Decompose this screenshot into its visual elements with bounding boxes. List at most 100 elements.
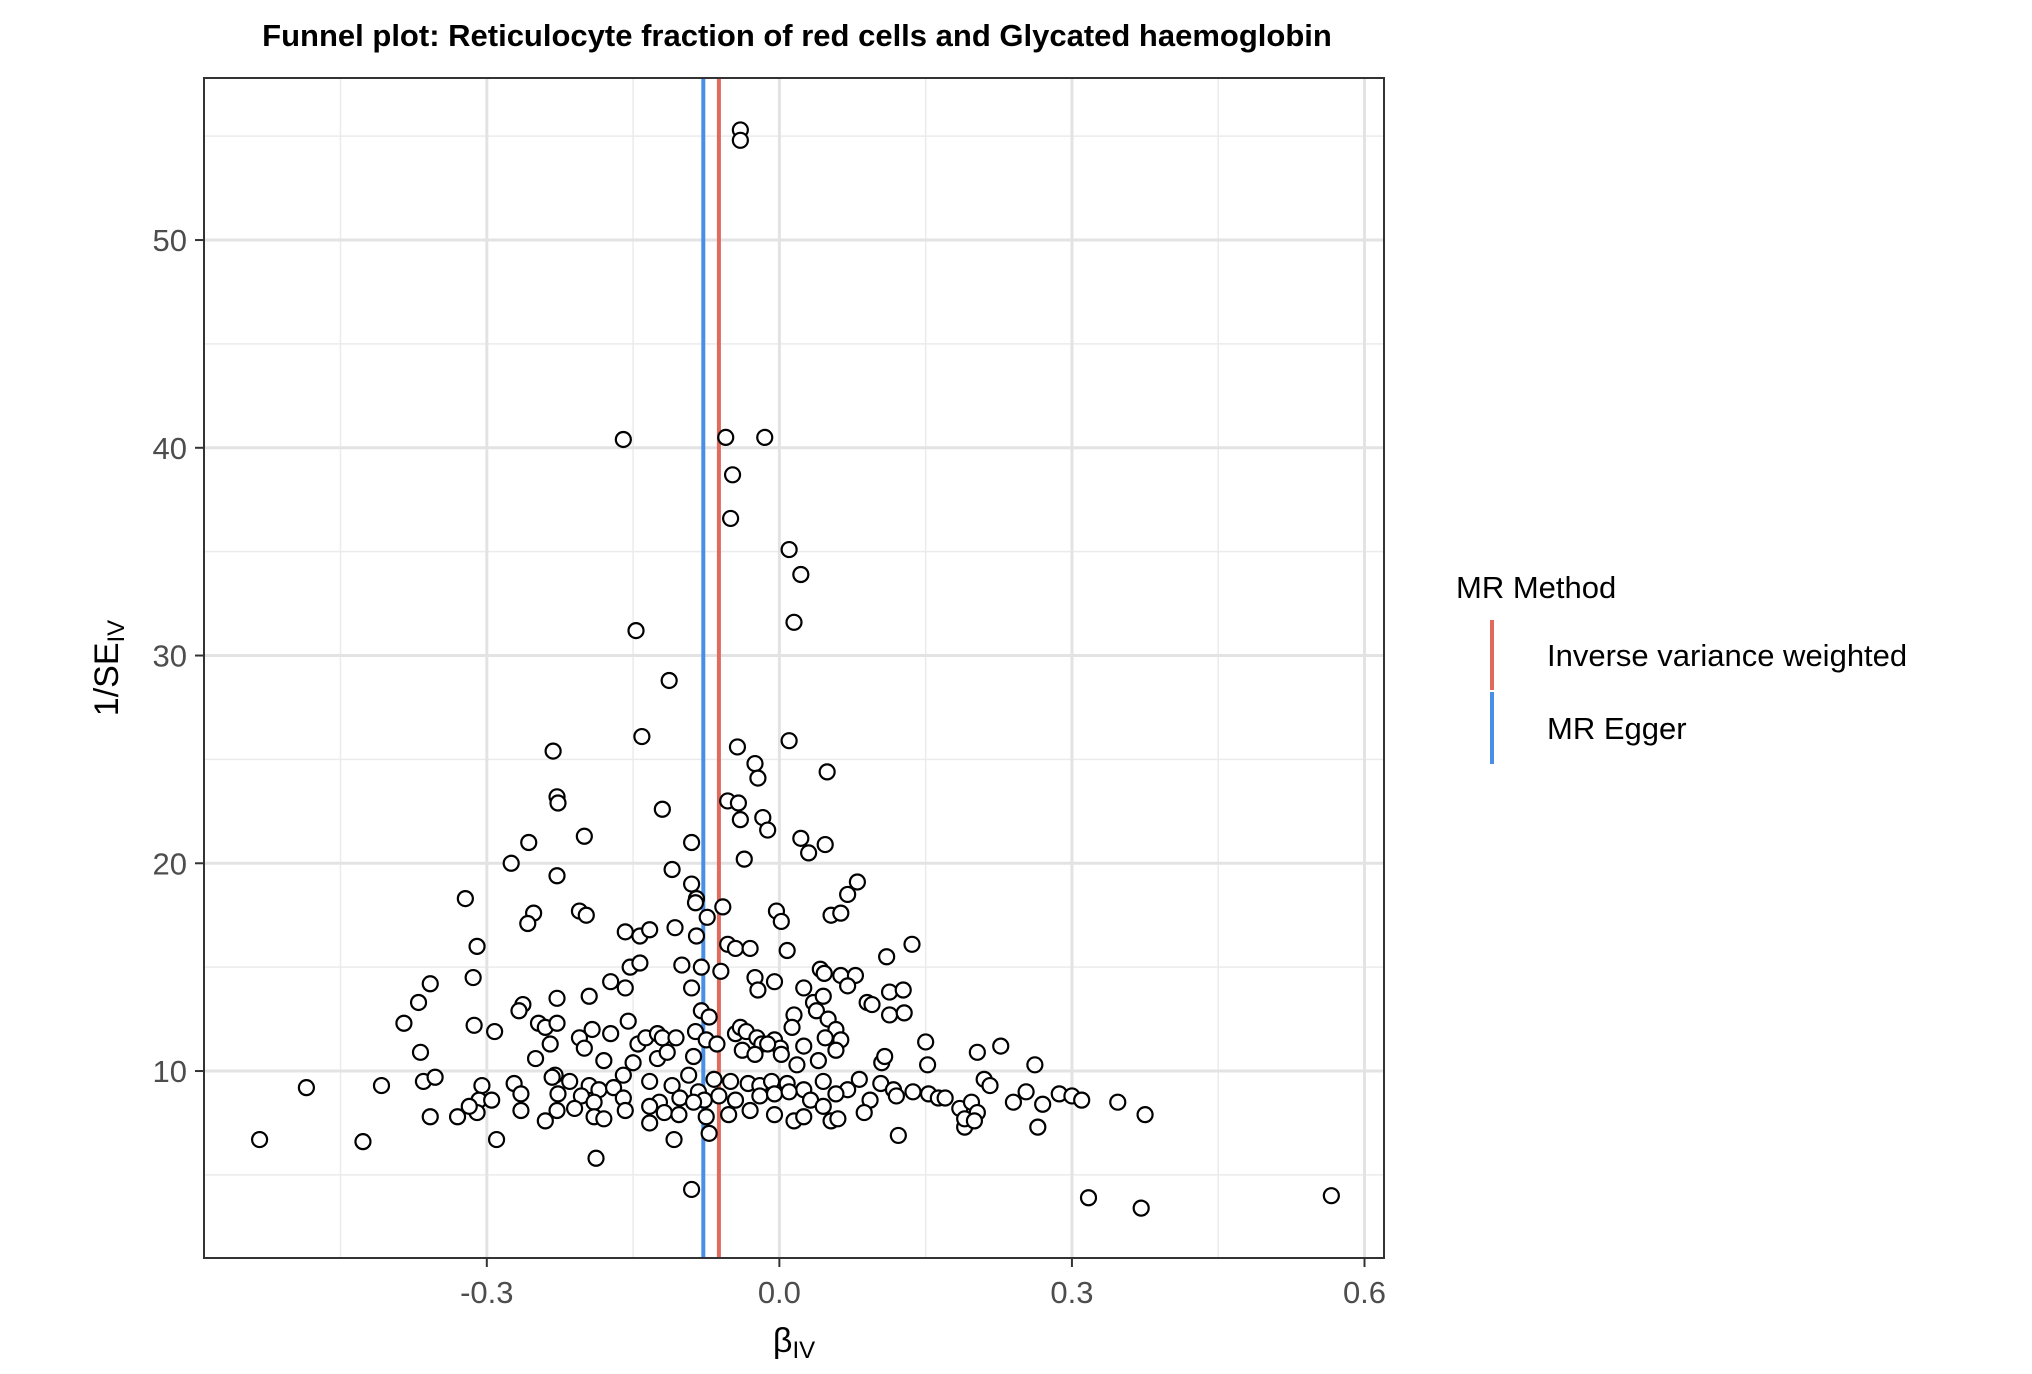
- legend-label-mr-egger: MR Egger: [1547, 711, 1687, 746]
- data-point: [641, 1097, 659, 1115]
- data-point: [655, 1103, 673, 1122]
- data-point: [731, 811, 749, 829]
- y-tick-label: 40: [153, 431, 187, 466]
- data-point: [683, 833, 701, 852]
- data-point: [814, 987, 832, 1005]
- x-tick-label: -0.3: [460, 1275, 513, 1310]
- data-point: [1004, 1093, 1023, 1111]
- data-point: [549, 794, 567, 812]
- x-axis-title-main: β: [773, 1322, 793, 1360]
- data-point: [512, 1085, 530, 1103]
- data-point: [741, 1101, 759, 1120]
- data-point: [483, 1091, 501, 1109]
- data-point: [1017, 1083, 1035, 1101]
- data-point: [809, 1052, 827, 1070]
- data-point: [894, 981, 912, 999]
- data-point: [595, 1110, 613, 1128]
- data-point: [583, 1020, 601, 1039]
- data-point: [712, 962, 730, 980]
- data-point: [765, 1106, 784, 1124]
- data-point: [780, 1083, 798, 1101]
- data-point: [839, 977, 857, 995]
- data-point: [839, 885, 857, 904]
- data-point: [665, 1130, 683, 1149]
- data-point: [473, 1076, 491, 1095]
- data-point: [411, 1043, 430, 1061]
- data-point: [795, 1037, 813, 1055]
- x-tick-label: 0.0: [758, 1275, 801, 1310]
- data-point: [684, 1047, 703, 1066]
- data-point: [722, 1072, 740, 1091]
- x-axis-title-subscript: IV: [792, 1337, 815, 1364]
- data-point: [904, 1083, 922, 1101]
- data-point: [541, 1035, 559, 1053]
- data-point: [1322, 1187, 1340, 1205]
- data-point: [297, 1079, 315, 1097]
- data-point: [756, 428, 774, 447]
- data-point: [641, 921, 659, 939]
- data-point: [815, 964, 833, 982]
- y-tick-label: 30: [153, 639, 187, 674]
- data-point: [604, 1079, 623, 1097]
- data-point: [448, 1108, 467, 1126]
- data-point: [616, 1101, 634, 1120]
- data-point: [1109, 1093, 1127, 1111]
- data-point: [772, 912, 790, 931]
- data-point: [697, 1108, 715, 1126]
- y-axis-ticks: 10 20 30 40 50: [153, 223, 204, 1089]
- data-point: [792, 565, 810, 584]
- data-point: [827, 1041, 845, 1059]
- data-point: [641, 1114, 659, 1132]
- x-axis-title: βIV: [773, 1322, 815, 1364]
- data-point: [543, 1068, 561, 1086]
- y-axis-title-main: 1/SE: [88, 642, 126, 716]
- data-point: [421, 975, 439, 993]
- data-point: [795, 979, 813, 997]
- data-point: [981, 1076, 999, 1095]
- data-point: [614, 430, 632, 449]
- data-point: [705, 1070, 723, 1088]
- data-point: [631, 954, 649, 972]
- x-axis-ticks: -0.3 0.0 0.3 0.6: [460, 1258, 1386, 1310]
- method-lines: [701, 78, 721, 1258]
- data-point: [759, 1035, 777, 1053]
- data-point: [565, 1099, 584, 1118]
- data-point: [717, 428, 735, 447]
- data-point: [895, 1004, 913, 1022]
- data-point: [722, 509, 740, 528]
- data-point: [889, 1126, 907, 1145]
- x-tick-label: 0.6: [1343, 1275, 1386, 1310]
- data-point: [536, 1112, 554, 1130]
- data-point: [666, 919, 684, 937]
- data-point: [1029, 1118, 1047, 1136]
- data-point: [663, 860, 681, 879]
- data-point: [653, 800, 671, 818]
- data-point: [641, 1072, 659, 1091]
- data-point: [850, 1070, 868, 1088]
- chart-title: Funnel plot: Reticulocyte fraction of re…: [262, 18, 1332, 53]
- data-point: [409, 993, 428, 1012]
- data-point: [792, 829, 810, 847]
- data-point: [692, 958, 710, 976]
- data-point: [723, 466, 742, 484]
- data-point: [587, 1149, 605, 1167]
- data-point: [795, 1108, 813, 1126]
- data-point: [878, 948, 896, 966]
- data-point: [783, 1018, 801, 1037]
- data-point: [814, 1072, 832, 1091]
- data-point: [465, 1016, 483, 1034]
- data-point: [816, 1029, 834, 1047]
- data-point: [616, 979, 634, 997]
- data-point: [968, 1043, 986, 1061]
- data-point: [1132, 1199, 1150, 1217]
- data-point: [778, 941, 796, 960]
- data-point: [602, 973, 620, 991]
- data-point: [1136, 1106, 1154, 1124]
- data-point: [464, 968, 482, 987]
- data-point: [749, 981, 767, 999]
- data-point: [751, 1087, 769, 1105]
- grid-lines: [204, 78, 1384, 1258]
- data-point: [728, 738, 747, 756]
- data-point: [526, 1049, 545, 1068]
